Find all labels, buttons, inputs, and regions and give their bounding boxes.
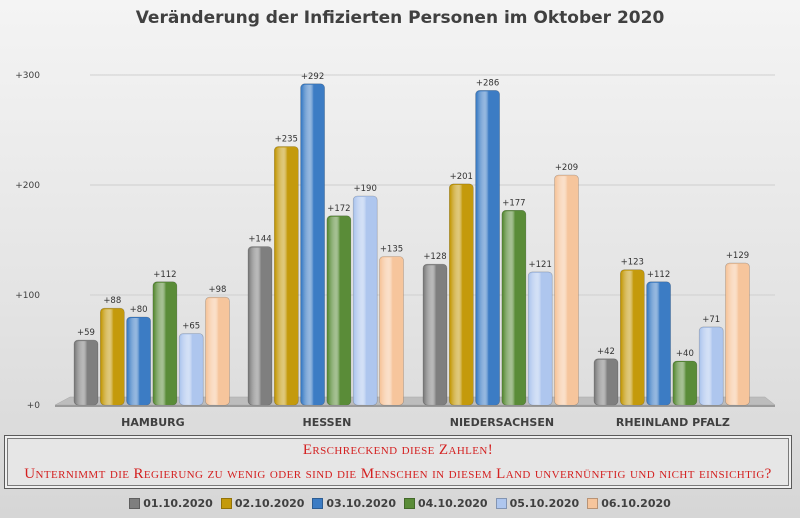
bar-highlight — [555, 176, 578, 405]
data-label: +71 — [702, 315, 720, 325]
data-label: +59 — [77, 328, 95, 338]
data-label: +286 — [476, 78, 499, 88]
bar-highlight — [180, 334, 203, 405]
data-label: +190 — [354, 184, 377, 194]
legend-label: 03.10.2020 — [326, 497, 396, 510]
bar-highlight — [101, 309, 124, 405]
data-label: +201 — [450, 172, 473, 182]
bar-highlight — [529, 272, 552, 405]
bar-highlight — [673, 362, 696, 405]
data-label: +128 — [423, 252, 446, 262]
data-label: +129 — [726, 251, 749, 261]
data-label: +235 — [275, 135, 298, 145]
bar-highlight — [621, 270, 644, 405]
data-label: +98 — [209, 285, 227, 295]
bar-highlight — [327, 216, 350, 405]
y-tick-label: +100 — [15, 291, 40, 301]
legend-swatch — [220, 498, 232, 509]
data-label: +88 — [103, 296, 121, 306]
bar-highlight — [450, 184, 473, 405]
bar-highlight — [249, 247, 271, 405]
bar-highlight — [700, 327, 723, 405]
data-label: +80 — [130, 305, 148, 315]
x-category-label: HAMBURG — [121, 416, 184, 429]
bar-highlight — [476, 91, 499, 406]
bar-highlight — [380, 257, 403, 405]
chart-title: Veränderung der Infizierten Personen im … — [135, 8, 665, 28]
data-label: +172 — [327, 204, 350, 214]
legend-swatch — [312, 498, 324, 509]
legend-item: 02.10.2020 — [220, 497, 305, 510]
bar-highlight — [647, 282, 670, 405]
legend-label: 02.10.2020 — [234, 497, 305, 510]
bar-highlight — [354, 197, 377, 405]
legend-item: 05.10.2020 — [495, 497, 580, 510]
chart-floor-edge — [55, 405, 775, 407]
data-label: +292 — [301, 72, 324, 82]
legend-label: 05.10.2020 — [509, 497, 580, 510]
data-label: +209 — [555, 163, 578, 173]
data-label: +112 — [647, 270, 670, 280]
chart-legend: 01.10.2020 02.10.2020 03.10.2020 04.10.2020… — [0, 497, 800, 510]
legend-swatch — [404, 498, 415, 509]
bar-highlight — [153, 282, 176, 405]
data-label: +135 — [380, 245, 403, 255]
data-label: +177 — [502, 198, 525, 208]
legend-swatch — [129, 498, 141, 509]
x-category-label: HESSEN — [303, 416, 352, 429]
bar-highlight — [726, 264, 749, 405]
y-tick-label: +0 — [27, 401, 41, 411]
bar-highlight — [275, 147, 298, 405]
note-box: Erschreckend diese Zahlen! Unternimmt di… — [4, 435, 792, 489]
bar-highlight — [424, 265, 446, 405]
data-label: +123 — [621, 258, 644, 268]
bar-highlight — [301, 84, 324, 406]
data-label: +40 — [676, 349, 694, 359]
y-tick-label: +300 — [15, 71, 40, 81]
chart-plot: +0 +100 +200 +300 +59 +88 +80 +112 +65 +98 HAMBUR… — [15, 71, 776, 429]
x-category-label: RHEINLAND PFALZ — [616, 416, 730, 429]
note-line-1: Erschreckend diese Zahlen! — [302, 442, 494, 458]
y-tick-label: +200 — [15, 181, 40, 191]
legend-label: 01.10.2020 — [143, 497, 213, 510]
legend-item: 01.10.2020 — [129, 497, 213, 510]
legend-swatch — [587, 498, 599, 509]
x-category-label: NIEDERSACHSEN — [450, 416, 554, 429]
legend-item: 03.10.2020 — [312, 497, 396, 510]
bar-highlight — [75, 341, 97, 405]
legend-label: 04.10.2020 — [418, 497, 488, 510]
legend-swatch — [495, 498, 507, 509]
note-line-2: Unternimmt die Regierung zu wenig oder s… — [24, 466, 772, 482]
legend-item: 06.10.2020 — [587, 497, 671, 510]
legend-label: 06.10.2020 — [601, 497, 671, 510]
bar-highlight — [127, 318, 150, 405]
bar-highlight — [206, 298, 229, 405]
data-label: +42 — [597, 347, 615, 357]
legend-item: 04.10.2020 — [404, 497, 488, 510]
data-label: +65 — [182, 322, 200, 332]
data-label: +144 — [248, 235, 271, 245]
bar-highlight — [502, 211, 525, 405]
bar-highlight — [595, 359, 617, 405]
data-label: +121 — [529, 260, 552, 270]
data-label: +112 — [153, 270, 176, 280]
